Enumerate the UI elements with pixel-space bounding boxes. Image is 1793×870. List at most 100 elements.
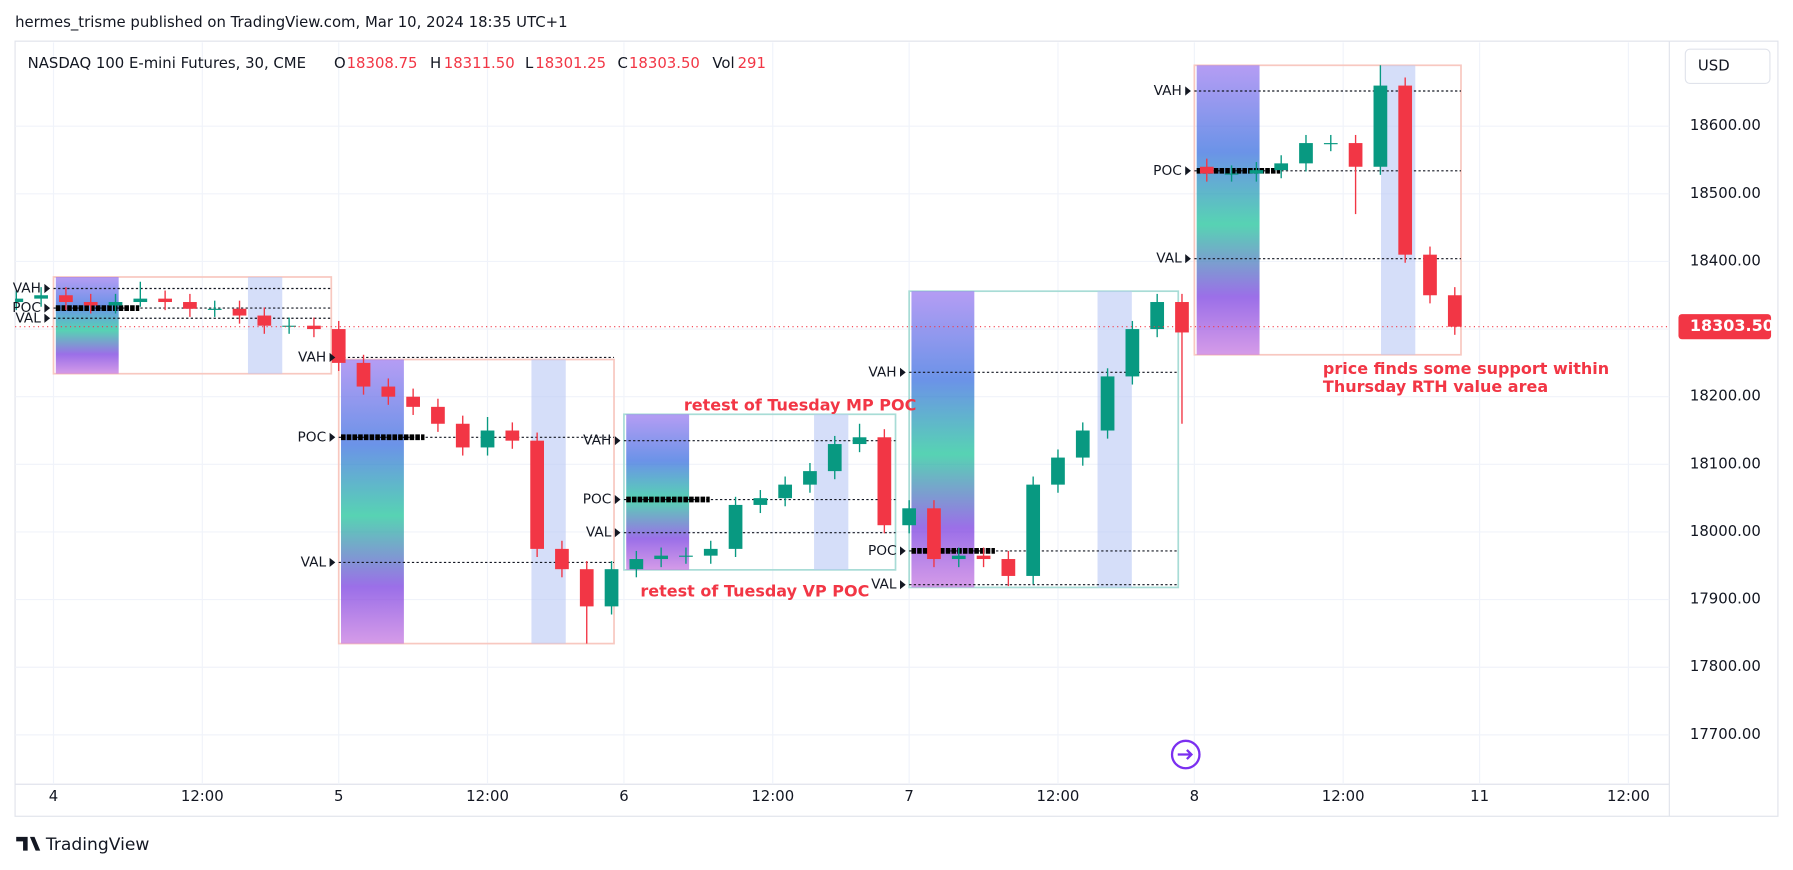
candle-body — [530, 440, 544, 549]
candle-body — [852, 437, 867, 445]
x-tick-label: 8 — [1190, 787, 1199, 805]
tpo-area — [911, 291, 975, 588]
candle-body — [133, 298, 148, 303]
level-label: VAH — [868, 364, 896, 380]
level-label: VAL — [871, 577, 897, 593]
legend-open: 18308.75 — [347, 54, 418, 72]
x-tick-label: 6 — [619, 787, 628, 805]
x-tick-label: 12:00 — [1607, 787, 1650, 805]
candle-body — [579, 569, 594, 607]
candle-body — [877, 437, 892, 526]
replay-icon[interactable] — [1170, 739, 1201, 770]
tpo-area — [341, 359, 404, 644]
candle-body — [1423, 254, 1437, 296]
profile-box — [52, 276, 333, 375]
level-label: VAL — [301, 554, 327, 570]
brand: TradingView — [45, 835, 149, 855]
legend-l: L — [525, 54, 534, 72]
level-label: VAL — [15, 310, 41, 326]
level-label: VAH — [583, 433, 611, 449]
annotation: retest of Tuesday VP POC — [640, 582, 869, 601]
candle-body — [728, 504, 743, 549]
candle-body — [183, 302, 197, 309]
candle-body — [1274, 163, 1289, 171]
legend-volume: 291 — [738, 54, 766, 72]
candle-body — [1299, 143, 1313, 164]
candle-body — [1249, 170, 1264, 174]
profile-box — [1193, 64, 1462, 356]
level-label: POC — [12, 300, 41, 316]
currency-button[interactable] — [1684, 48, 1771, 85]
published-line: hermes_trisme published on TradingView.c… — [15, 13, 567, 31]
candle-body — [1001, 559, 1016, 576]
candle-body — [1398, 85, 1413, 255]
price-badge-label: 18303.50 — [1690, 316, 1774, 335]
candle-body — [59, 295, 73, 303]
profile-box — [337, 358, 615, 645]
candle-body — [158, 298, 172, 303]
level-arrow — [329, 352, 336, 363]
candle-body — [505, 430, 520, 441]
candle-body — [381, 386, 396, 397]
candle-body — [902, 508, 917, 526]
level-arrow — [1185, 166, 1191, 176]
candle-body — [34, 295, 48, 299]
level-label: POC — [298, 429, 327, 445]
candle-body — [207, 308, 222, 310]
x-tick-label: 5 — [334, 787, 343, 805]
candle-body — [803, 471, 817, 485]
currency[interactable]: USD — [1698, 56, 1730, 74]
annotation: retest of Tuesday MP POC — [684, 395, 916, 414]
level-arrow — [44, 313, 51, 323]
candle-body — [282, 325, 296, 327]
tpo-area — [626, 414, 690, 570]
annotation: Thursday RTH value area — [1323, 377, 1548, 396]
x-tick-label: 12:00 — [466, 787, 509, 805]
candle-body — [827, 444, 842, 472]
x-tick-label: 11 — [1470, 787, 1489, 805]
legend-high: 18311.50 — [444, 54, 515, 72]
y-tick-label: 18500.00 — [1690, 184, 1761, 202]
legend: NASDAQ 100 E-mini Futures, 30, CME O 183… — [28, 54, 766, 72]
y-tick-label: 17700.00 — [1690, 725, 1761, 743]
level-label: VAH — [13, 280, 41, 296]
legend-c: C — [618, 54, 628, 72]
candle-body — [83, 302, 98, 306]
level-arrow — [900, 367, 906, 377]
level-arrow — [614, 494, 621, 505]
level-label: POC — [583, 492, 612, 508]
candle-body — [108, 302, 123, 306]
candle-body — [331, 329, 346, 363]
level-arrow — [614, 436, 621, 446]
candle-body — [1150, 302, 1165, 330]
chart-frame — [14, 40, 1779, 817]
candle-body — [1100, 376, 1115, 431]
candle-body — [455, 423, 470, 448]
candle-body — [629, 559, 644, 570]
level-arrow — [44, 303, 51, 313]
level-label: POC — [868, 543, 897, 559]
candle-body — [480, 430, 495, 448]
candle-body — [307, 325, 321, 330]
x-tick-label: 12:00 — [1322, 787, 1365, 805]
candle-body — [604, 569, 619, 607]
legend-h: H — [430, 54, 441, 72]
level-label: POC — [1153, 163, 1182, 179]
level-arrow — [900, 546, 906, 556]
x-tick-label: 12:00 — [181, 787, 224, 805]
candle-body — [951, 555, 966, 560]
candle-body — [1373, 85, 1388, 167]
candle-body — [1075, 430, 1090, 458]
level-arrow — [1185, 86, 1191, 96]
y-tick-label: 17900.00 — [1690, 590, 1761, 608]
candle-body — [1125, 329, 1140, 377]
x-tick-label: 4 — [49, 787, 58, 805]
legend-o: O — [334, 54, 346, 72]
candle-body — [1175, 302, 1189, 333]
candle-body — [1224, 173, 1239, 175]
profile-box — [623, 413, 897, 571]
y-tick-label: 18600.00 — [1690, 116, 1761, 134]
candle-body — [431, 406, 445, 424]
replay-arrow — [1177, 749, 1194, 760]
